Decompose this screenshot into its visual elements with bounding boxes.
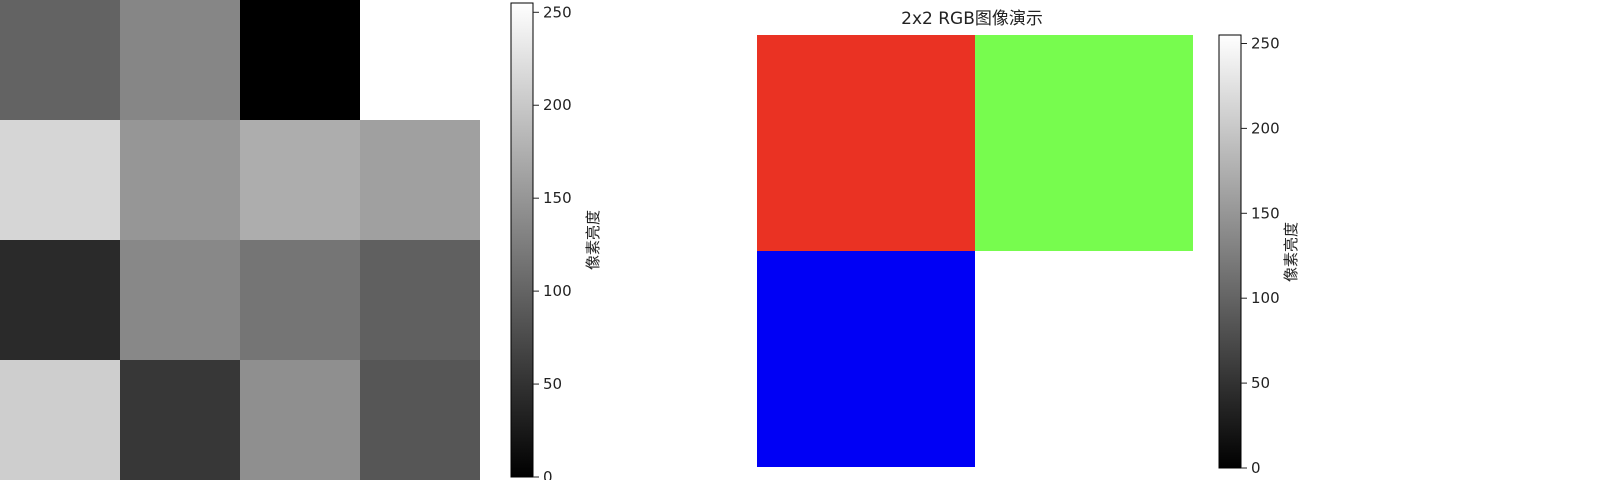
colorbar-tick-label: 200 [1251, 119, 1280, 137]
grayscale-heatmap [0, 0, 480, 480]
heatmap-cell [120, 240, 240, 360]
rgb-image [757, 35, 1193, 467]
heatmap-cell [360, 120, 480, 240]
image-pixel [757, 35, 975, 251]
image-pixel [975, 35, 1193, 251]
heatmap-cell [240, 240, 360, 360]
colorbar-left-gradient [510, 2, 534, 478]
colorbar-tick-label: 50 [543, 375, 562, 393]
heatmap-cell [120, 120, 240, 240]
heatmap-cell [240, 120, 360, 240]
colorbar-tick-label: 150 [1251, 204, 1280, 222]
colorbar-right: 0 50 100 150 200 250 像素亮度 [1218, 34, 1300, 477]
colorbar-tick-label: 100 [543, 282, 572, 300]
heatmap-cell [0, 120, 120, 240]
heatmap-cell [120, 360, 240, 480]
colorbar-tick-label: 250 [1251, 34, 1280, 52]
heatmap-cell [0, 0, 120, 120]
colorbar-tick-label: 250 [543, 3, 572, 21]
colorbar-tick-label: 100 [1251, 289, 1280, 307]
colorbar-tick-label: 0 [1251, 459, 1261, 477]
heatmap-cell [240, 0, 360, 120]
heatmap-cell [240, 360, 360, 480]
colorbar-right-ticks: 0 50 100 150 200 250 [1241, 34, 1280, 477]
colorbar-left: 0 50 100 150 200 250 像素亮度 [510, 2, 602, 480]
colorbar-left-ticks: 0 50 100 150 200 250 [533, 3, 572, 480]
heatmap-cell [0, 240, 120, 360]
colorbar-right-gradient [1218, 34, 1242, 469]
heatmap-cell [0, 360, 120, 480]
colorbar-tick-label: 200 [543, 96, 572, 114]
colorbar-tick-label: 150 [543, 189, 572, 207]
heatmap-cell [360, 240, 480, 360]
colorbar-tick-label: 50 [1251, 374, 1270, 392]
colorbar-tick-label: 0 [543, 468, 553, 480]
chart-title: 2x2 RGB图像演示 [901, 9, 1043, 29]
heatmap-cell [360, 360, 480, 480]
colorbar-right-label: 像素亮度 [1282, 222, 1300, 282]
heatmap-cell [120, 0, 240, 120]
image-pixel [757, 251, 975, 467]
colorbar-left-label: 像素亮度 [584, 210, 602, 270]
